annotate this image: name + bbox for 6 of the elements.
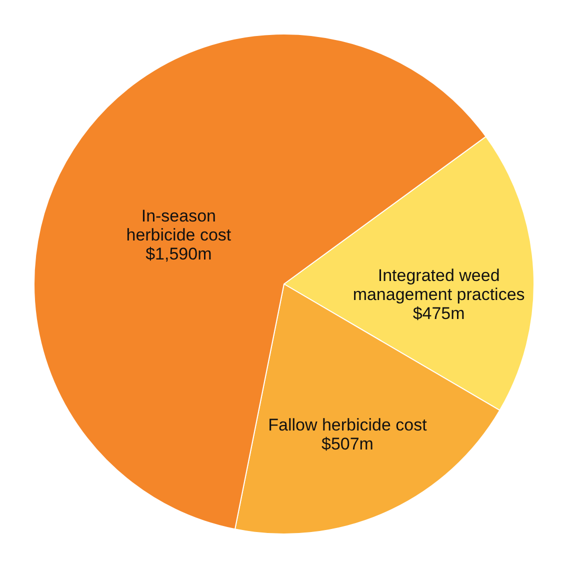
data-label: $475m [412, 304, 465, 324]
data-label: $507m [321, 434, 374, 454]
data-label: $1,590m [146, 244, 212, 264]
slice-label: Integrated weed management practices [352, 266, 525, 304]
slice-label: Fallow herbicide cost [268, 415, 428, 434]
slice-label: In-season herbicide cost [126, 206, 232, 245]
